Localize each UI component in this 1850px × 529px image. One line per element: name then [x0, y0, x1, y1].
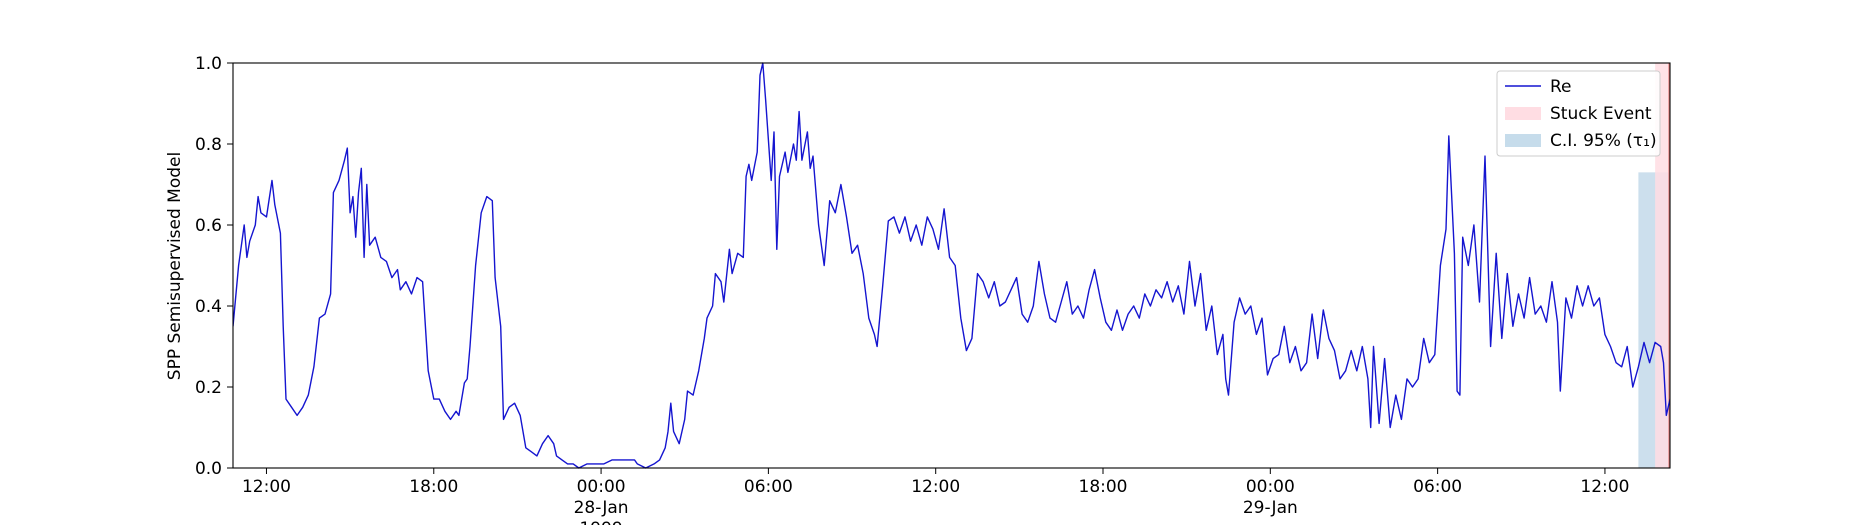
x-tick-label: 12:00: [1580, 477, 1629, 497]
x-tick-label: 00:00: [1246, 477, 1295, 497]
y-tick-label: 0.0: [195, 459, 222, 479]
plot-frame: [232, 62, 1671, 469]
x-tick-label: 12:00: [911, 477, 960, 497]
legend-entry-label: Stuck Event: [1550, 104, 1652, 124]
y-axis-label: SPP Semisupervised Model: [165, 152, 185, 380]
y-tick-label: 0.8: [195, 135, 222, 155]
x-tick-label: 18:00: [409, 477, 458, 497]
x-tick-label: 00:00: [577, 477, 626, 497]
y-tick-label: 0.6: [195, 216, 222, 236]
legend-entry-label: C.I. 95% (τ₁): [1550, 131, 1657, 151]
legend-entry-label: Re: [1550, 77, 1572, 97]
x-tick-label: 06:00: [744, 477, 793, 497]
x-tick-date-label: 29-Jan: [1243, 498, 1298, 518]
x-tick-label: 12:00: [242, 477, 291, 497]
x-tick-label: 06:00: [1413, 477, 1462, 497]
legend-swatch-patch: [1505, 107, 1541, 120]
y-tick-label: 0.2: [195, 378, 222, 398]
legend-swatch-patch: [1505, 134, 1541, 147]
y-tick-label: 0.4: [195, 297, 222, 317]
y-tick-label: 1.0: [195, 54, 222, 74]
stuck-event-band: [1655, 63, 1670, 468]
x-tick-date-label: 1999: [579, 519, 622, 525]
x-tick-date-label: 28-Jan: [574, 498, 629, 518]
series-line-re: [233, 62, 1670, 469]
x-tick-label: 18:00: [1079, 477, 1128, 497]
